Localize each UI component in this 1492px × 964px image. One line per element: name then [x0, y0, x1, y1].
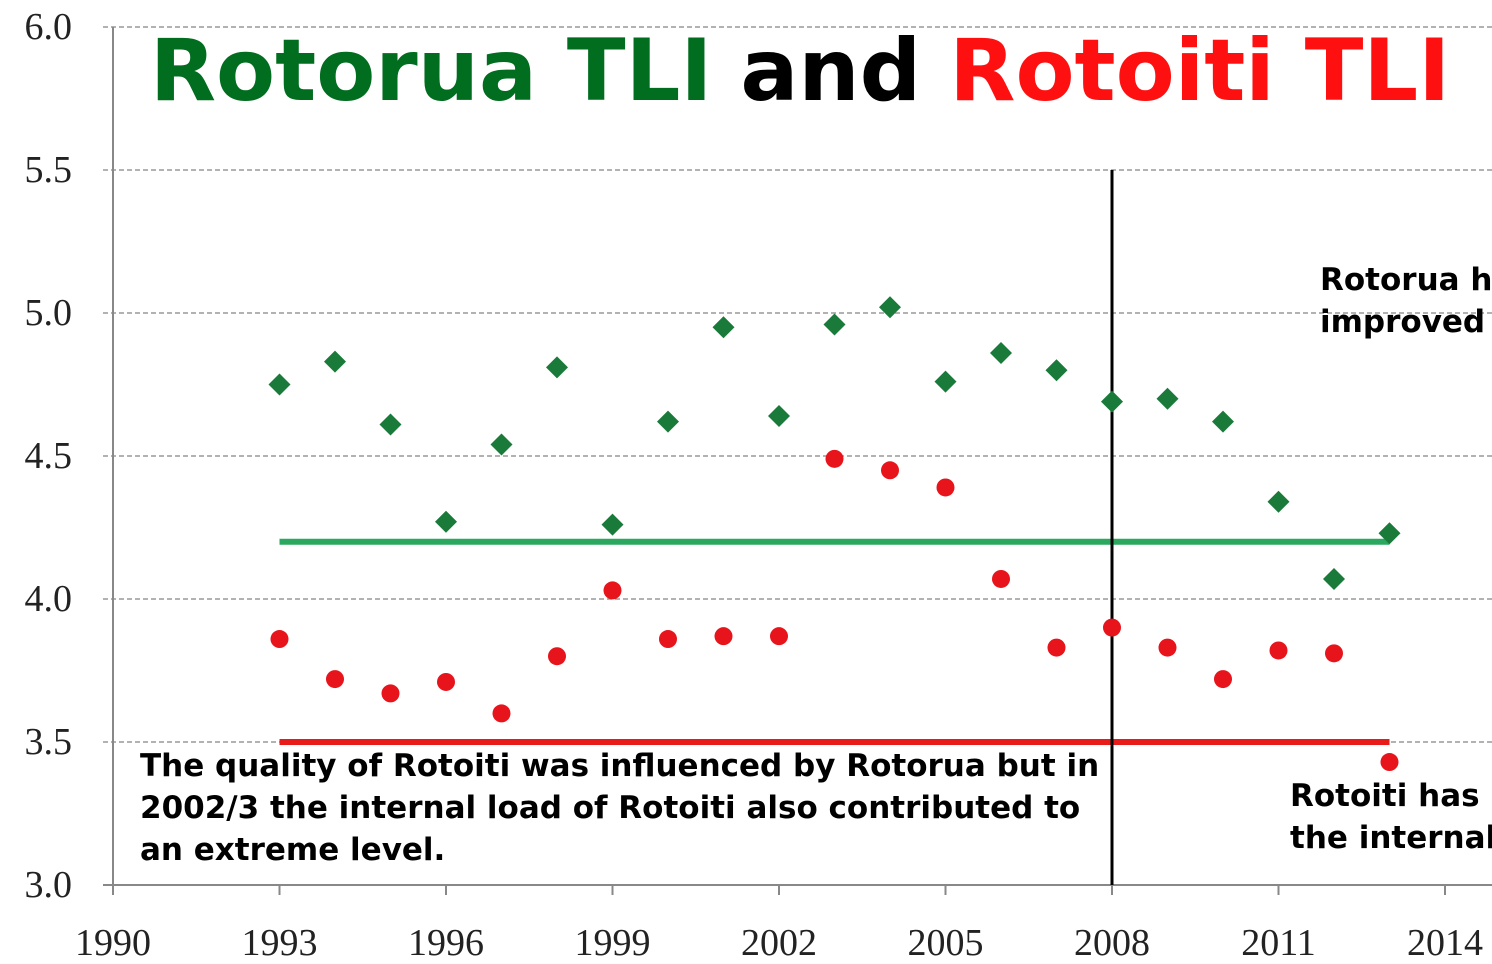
- y-tick-label: 4.0: [25, 578, 73, 620]
- rotoiti-point: [936, 478, 955, 497]
- y-tick-label: 3.0: [25, 864, 73, 906]
- rotoiti-point: [1325, 644, 1343, 663]
- annotation: an extreme level.: [140, 832, 445, 868]
- rotorua-point: [879, 296, 901, 319]
- annotation: Rotoiti has i: [1290, 778, 1492, 814]
- annotation: The quality of Rotoiti was influenced by…: [140, 748, 1099, 784]
- x-tick-label: 2008: [1074, 922, 1150, 964]
- rotorua-point: [823, 313, 846, 336]
- rotoiti-point: [1380, 753, 1399, 772]
- rotoiti-point: [492, 704, 511, 723]
- rotorua-point: [934, 370, 957, 393]
- rotoiti-point: [659, 630, 677, 649]
- x-tick-label: 2014: [1407, 922, 1483, 964]
- rotorua-point: [546, 356, 568, 379]
- rotoiti-point: [992, 569, 1010, 588]
- rotoiti-point: [825, 449, 844, 468]
- rotoiti-point: [881, 461, 899, 480]
- rotorua-point: [768, 404, 790, 427]
- rotoiti-point: [548, 647, 566, 666]
- rotorua-point: [1323, 567, 1345, 590]
- annotation: the internal: [1290, 820, 1492, 856]
- rotoiti-point: [603, 581, 622, 600]
- rotoiti-point: [714, 627, 733, 646]
- x-tick-label: 2011: [1241, 922, 1316, 964]
- rotoiti-point: [270, 630, 289, 649]
- rotorua-point: [712, 316, 735, 339]
- annotation: 2002/3 the internal load of Rotoiti also…: [140, 790, 1080, 826]
- rotorua-point: [1156, 387, 1179, 410]
- chart-title: Rotorua TLI and Rotoiti TLI: [150, 21, 1450, 121]
- rotorua-point: [990, 342, 1012, 365]
- annotation: improved: [1320, 304, 1485, 340]
- rotorua-point: [379, 413, 402, 436]
- rotoiti-point: [437, 672, 455, 691]
- y-tick-label: 5.0: [25, 292, 73, 334]
- rotoiti-point: [1047, 638, 1066, 657]
- rotoiti-point: [1103, 618, 1121, 637]
- rotoiti-point: [1269, 641, 1288, 660]
- y-tick-label: 6.0: [25, 6, 73, 48]
- rotorua-point: [1267, 490, 1290, 513]
- x-tick-label: 2002: [741, 922, 817, 964]
- rotoiti-point: [1158, 638, 1177, 657]
- rotorua-point: [601, 513, 624, 536]
- rotoiti-point: [770, 627, 788, 646]
- x-tick-label: 2005: [908, 922, 984, 964]
- rotorua-point: [490, 433, 513, 456]
- rotorua-point: [324, 350, 346, 373]
- rotoiti-point: [326, 670, 344, 689]
- rotorua-point: [657, 410, 679, 433]
- title-part: Rotoiti TLI: [949, 21, 1450, 121]
- rotorua-point: [1101, 390, 1123, 413]
- x-tick-label: 1993: [242, 922, 318, 964]
- x-tick-label: 1996: [408, 922, 484, 964]
- x-tick-label: 1999: [575, 922, 651, 964]
- rotorua-point: [1212, 410, 1234, 433]
- y-tick-label: 4.5: [25, 435, 73, 477]
- annotation: Rotorua h: [1320, 262, 1492, 298]
- rotorua-point: [268, 373, 291, 396]
- rotoiti-point: [1214, 670, 1232, 689]
- rotoiti-point: [381, 684, 400, 703]
- rotorua-point: [1378, 522, 1401, 545]
- y-tick-label: 3.5: [25, 721, 73, 763]
- y-tick-label: 5.5: [25, 149, 73, 191]
- rotorua-point: [435, 510, 457, 533]
- title-part: and: [740, 21, 921, 121]
- title-part: Rotorua TLI: [150, 21, 713, 121]
- rotorua-point: [1045, 359, 1068, 382]
- x-tick-label: 1990: [75, 922, 151, 964]
